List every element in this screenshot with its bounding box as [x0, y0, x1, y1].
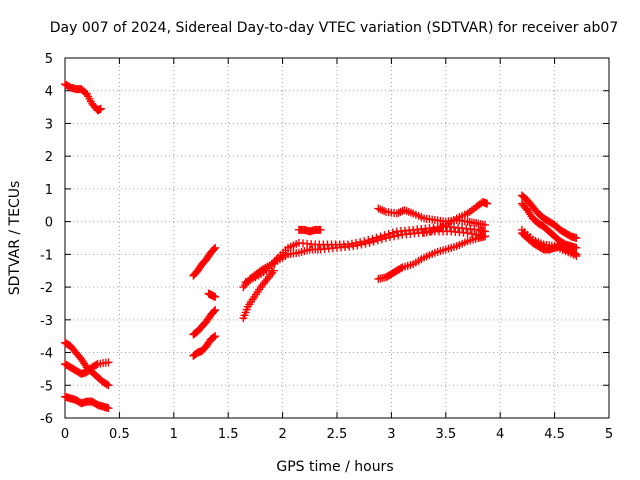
data-point	[394, 231, 403, 240]
x-tick-label: 2.5	[327, 427, 348, 442]
data-point	[211, 332, 220, 341]
x-tick-label: 1	[170, 427, 178, 442]
data-point	[211, 243, 220, 252]
grid-lines	[65, 58, 609, 418]
y-axis-label: SDTVAR / TECUs	[7, 181, 23, 296]
x-tick-label: 3.5	[435, 427, 456, 442]
series-arc-e	[189, 243, 220, 280]
x-tick-label: 3	[387, 427, 395, 442]
y-tick-label: 1	[45, 183, 53, 198]
y-tick-label: -5	[40, 379, 53, 394]
data-point	[376, 205, 385, 214]
series-arc-g	[189, 306, 220, 339]
data-point	[572, 252, 581, 260]
data-point	[396, 207, 405, 216]
y-tick-label: 4	[45, 85, 53, 100]
series-arc-o	[420, 198, 492, 238]
data-point	[103, 380, 112, 389]
x-tick-label: 4	[496, 427, 504, 442]
series-arc-c	[61, 358, 113, 378]
series-arc-f	[204, 289, 220, 301]
x-tick-label: 4.5	[544, 427, 565, 442]
data-point	[104, 381, 113, 390]
series-arc-m	[374, 232, 489, 283]
data-point	[396, 264, 405, 273]
data-point	[392, 209, 401, 218]
y-tick-label: -1	[40, 248, 53, 263]
data-point	[394, 208, 403, 217]
data-point	[467, 229, 476, 238]
series-arc-l	[294, 225, 325, 236]
axis-ticks: 0 0.5 1 1.5 2 2.5 3 3.5 4 4.5 5 5 4 3 2 1 0 -1 -2 -3 -4 -5 -6	[40, 52, 613, 442]
data-point	[572, 234, 581, 242]
x-tick-label: 0.5	[109, 427, 130, 442]
data-point	[369, 237, 378, 246]
data-point	[463, 229, 472, 238]
data-point	[104, 358, 113, 367]
data-point	[483, 199, 492, 208]
y-tick-label: -2	[40, 281, 53, 296]
y-tick-label: 2	[45, 150, 53, 165]
x-tick-label: 2	[278, 427, 286, 442]
data-point	[211, 306, 220, 314]
x-tick-label: 5	[605, 427, 613, 442]
series-arc-b	[61, 338, 113, 390]
data-point	[380, 207, 389, 215]
y-tick-label: -6	[40, 412, 53, 427]
y-tick-label: -4	[40, 347, 53, 362]
data-point	[210, 333, 219, 341]
data-point	[210, 307, 219, 316]
y-tick-label: 3	[45, 117, 53, 132]
data-point	[316, 225, 325, 234]
series-arc-i	[239, 266, 278, 323]
x-axis-label: GPS time / hours	[276, 459, 393, 475]
y-tick-label: 0	[45, 216, 53, 231]
data-point	[210, 245, 219, 254]
chart-title: Day 007 of 2024, Sidereal Day-to-day VTE…	[50, 20, 619, 36]
data-point	[390, 232, 399, 241]
data-point	[480, 232, 489, 241]
data-point	[388, 228, 397, 237]
data-point	[211, 292, 220, 301]
data-point	[365, 238, 374, 247]
data-point	[374, 204, 383, 213]
data-point	[349, 242, 358, 251]
data-point	[386, 233, 395, 242]
data-point	[104, 404, 113, 413]
data-point	[480, 220, 489, 229]
data-point	[269, 266, 278, 275]
x-tick-label: 0	[61, 427, 69, 442]
data-point	[361, 239, 370, 248]
series-arc-k	[241, 227, 489, 287]
x-tick-label: 1.5	[218, 427, 239, 442]
data-point	[378, 206, 387, 215]
data-point	[92, 360, 101, 369]
data-point	[357, 240, 366, 249]
series-arc-p	[517, 191, 581, 242]
series-arc-d	[61, 392, 113, 413]
data-point	[381, 234, 390, 242]
data-points	[61, 80, 581, 413]
y-tick-label: -3	[40, 314, 53, 329]
series-arc-a	[61, 80, 105, 115]
data-point	[373, 236, 382, 245]
series-arc-s	[517, 225, 581, 260]
data-point	[96, 104, 105, 113]
data-point	[377, 235, 386, 244]
y-tick-label: 5	[45, 52, 53, 67]
series-arc-h	[189, 332, 220, 360]
data-point	[353, 241, 362, 250]
